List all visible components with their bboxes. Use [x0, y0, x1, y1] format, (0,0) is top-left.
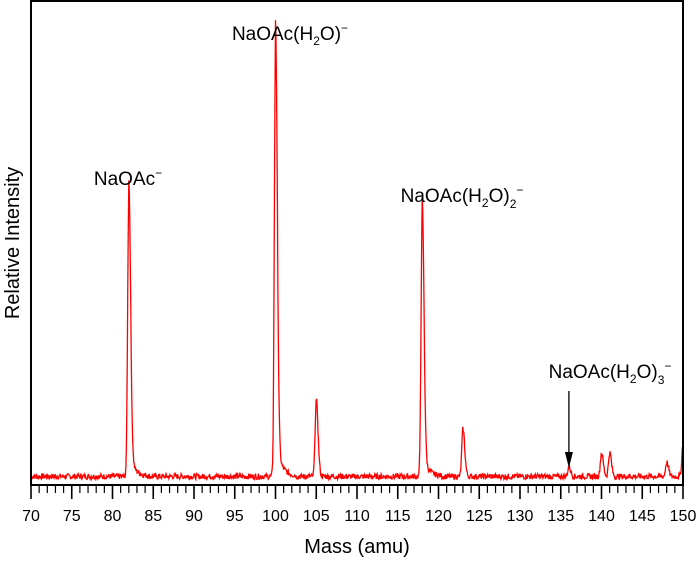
peak-annotations: NaOAc− NaOAc(H2O)− NaOAc(H2O)2− NaOAc(H2O)3…	[94, 21, 672, 468]
peak-label: NaOAc(H2O)−	[232, 21, 348, 48]
x-tick-label: 90	[185, 508, 203, 525]
x-axis-tick-labels: 70 75 80 85 90 95 100 105 110 115 120 125 130 135 140 1…	[22, 508, 696, 525]
x-tick-label: 145	[629, 508, 656, 525]
x-tick-label: 80	[104, 508, 122, 525]
peak-label: NaOAc−	[94, 166, 162, 190]
x-tick-label: 120	[425, 508, 452, 525]
x-tick-label: 125	[466, 508, 493, 525]
spectrum-line	[30, 20, 684, 482]
x-tick-label: 110	[344, 508, 370, 525]
y-axis-title: Relative Intensity	[2, 167, 24, 319]
peak-label: NaOAc(H2O)2−	[401, 183, 524, 211]
x-tick-label: 95	[226, 508, 244, 525]
x-tick-label: 70	[22, 508, 40, 525]
x-tick-label: 150	[670, 508, 697, 525]
x-tick-label: 75	[63, 508, 81, 525]
x-axis-title: Mass (amu)	[304, 536, 410, 558]
x-tick-label: 105	[303, 508, 330, 525]
x-tick-label: 135	[547, 508, 574, 525]
x-tick-label: 140	[588, 508, 615, 525]
x-tick-label: 115	[385, 508, 411, 525]
x-tick-label: 100	[262, 508, 289, 525]
x-tick-label: 130	[507, 508, 534, 525]
x-tick-label: 85	[144, 508, 162, 525]
x-axis-ticks	[30, 485, 684, 499]
peak-label: NaOAc(H2O)3−	[549, 359, 672, 387]
